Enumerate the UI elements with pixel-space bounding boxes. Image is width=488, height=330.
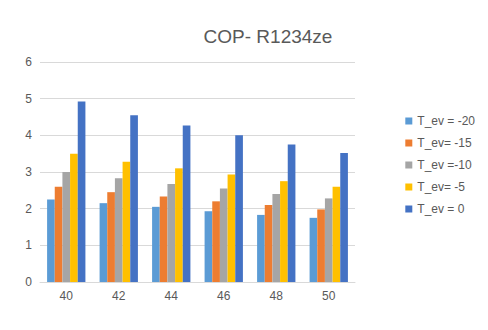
svg-text:COP- R1234ze: COP- R1234ze: [204, 26, 333, 47]
svg-text:T_ev= -15: T_ev= -15: [417, 136, 472, 150]
svg-text:3: 3: [25, 165, 32, 179]
svg-text:5: 5: [25, 92, 32, 106]
svg-text:T_ev = 0: T_ev = 0: [417, 202, 464, 216]
svg-text:50: 50: [322, 289, 336, 303]
svg-text:46: 46: [217, 289, 231, 303]
svg-text:48: 48: [270, 289, 284, 303]
svg-text:T_ev= -5: T_ev= -5: [417, 180, 465, 194]
svg-text:42: 42: [112, 289, 126, 303]
svg-text:T_ev = -20: T_ev = -20: [417, 114, 475, 128]
svg-text:6: 6: [25, 55, 32, 69]
svg-text:44: 44: [165, 289, 179, 303]
svg-text:1: 1: [25, 238, 32, 252]
svg-text:0: 0: [25, 275, 32, 289]
svg-text:40: 40: [60, 289, 74, 303]
svg-text:4: 4: [25, 128, 32, 142]
svg-text:2: 2: [25, 202, 32, 216]
svg-text:T_ev =-10: T_ev =-10: [417, 158, 472, 172]
